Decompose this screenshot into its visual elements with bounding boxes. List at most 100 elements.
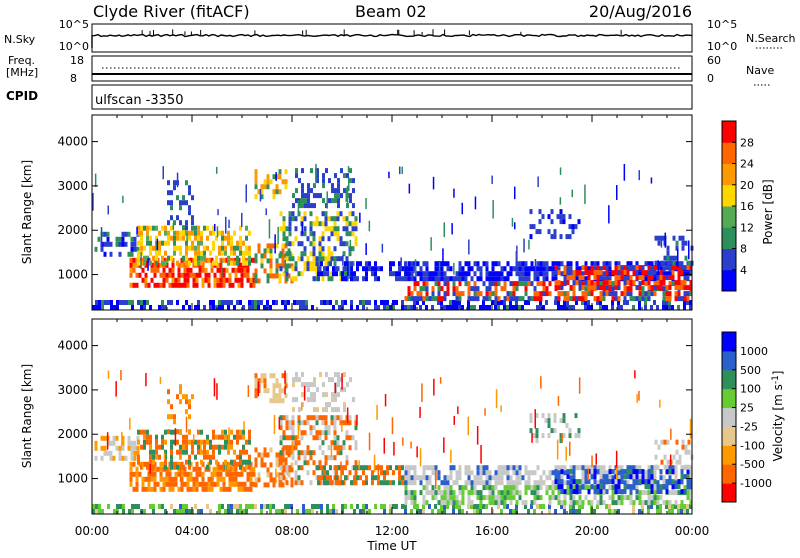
heatmap-cell bbox=[309, 221, 313, 227]
heatmap-cell bbox=[185, 394, 188, 400]
heatmap-cell bbox=[141, 481, 145, 487]
heatmap-cell bbox=[327, 276, 331, 282]
heatmap-cell bbox=[446, 291, 450, 297]
heatmap-cell bbox=[578, 485, 582, 491]
heatmap-cell bbox=[535, 413, 539, 419]
heatmap-cell bbox=[587, 485, 591, 491]
heatmap-streak bbox=[213, 378, 216, 397]
heatmap-cell bbox=[248, 439, 251, 445]
heatmap-cell bbox=[389, 271, 392, 277]
heatmap-cell bbox=[170, 235, 173, 241]
heatmap-cell bbox=[188, 404, 191, 410]
heatmap-cell bbox=[650, 489, 654, 495]
heatmap-cell bbox=[212, 240, 215, 246]
heatmap-cell bbox=[231, 466, 235, 472]
heatmap-streak bbox=[388, 171, 390, 179]
heatmap-cell bbox=[269, 179, 273, 185]
heatmap-cell bbox=[173, 220, 176, 226]
heatmap-cell bbox=[599, 495, 603, 501]
heatmap-cell bbox=[497, 296, 501, 302]
heatmap-cell bbox=[251, 300, 254, 305]
heatmap-cell bbox=[299, 300, 302, 305]
heatmap-cell bbox=[569, 275, 573, 281]
heatmap-cell bbox=[146, 225, 149, 231]
heatmap-cell bbox=[254, 447, 258, 453]
heatmap-cell bbox=[638, 469, 642, 475]
heatmap-cell bbox=[228, 486, 232, 492]
heatmap-cell bbox=[212, 434, 215, 440]
heatmap-cell bbox=[557, 285, 561, 291]
heatmap-cell bbox=[374, 475, 377, 481]
heatmap-cell bbox=[404, 504, 407, 509]
heatmap-cell bbox=[669, 255, 673, 261]
heatmap-streak bbox=[330, 443, 333, 458]
heatmap-cell bbox=[443, 261, 447, 267]
heatmap-cell bbox=[617, 261, 621, 267]
heatmap-cell bbox=[617, 285, 621, 291]
heatmap-cell bbox=[578, 270, 582, 276]
heatmap-cell bbox=[342, 440, 346, 446]
heatmap-cell bbox=[566, 474, 570, 480]
heatmap-cell bbox=[287, 472, 291, 478]
heatmap-cell bbox=[146, 439, 149, 445]
heatmap-cell bbox=[292, 203, 295, 209]
heatmap-cell bbox=[164, 305, 167, 310]
colorbar-segment bbox=[722, 369, 736, 390]
heatmap-cell bbox=[578, 266, 582, 272]
heatmap-cell bbox=[239, 250, 242, 256]
heatmap-cell bbox=[186, 277, 190, 283]
heatmap-streak bbox=[121, 431, 123, 446]
heatmap-cell bbox=[133, 450, 137, 456]
heatmap-cell bbox=[515, 480, 519, 486]
x-tick-label: 16:00 bbox=[475, 524, 510, 538]
heatmap-cell bbox=[677, 296, 681, 302]
heatmap-cell bbox=[407, 296, 411, 302]
heatmap-cell bbox=[278, 169, 282, 175]
heatmap-cell bbox=[497, 271, 501, 277]
heatmap-cell bbox=[623, 495, 627, 501]
heatmap-cell bbox=[539, 266, 543, 272]
heatmap-cell bbox=[308, 509, 311, 514]
heatmap-cell bbox=[545, 490, 549, 496]
heatmap-cell bbox=[434, 281, 438, 287]
heatmap-cell bbox=[572, 485, 576, 491]
heatmap-streak bbox=[408, 183, 411, 194]
heatmap-cell bbox=[354, 226, 358, 232]
heatmap-cell bbox=[197, 305, 200, 310]
heatmap-cell bbox=[324, 226, 328, 232]
heatmap-cell bbox=[103, 445, 107, 451]
heatmap-streak bbox=[587, 468, 590, 481]
heatmap-cell bbox=[362, 465, 365, 471]
heatmap-cell bbox=[497, 276, 501, 282]
heatmap-cell bbox=[641, 490, 645, 496]
heatmap-cell bbox=[275, 462, 279, 468]
heatmap-cell bbox=[512, 485, 516, 491]
colorbar-tick-label: 8 bbox=[740, 243, 747, 256]
heatmap-cell bbox=[590, 484, 594, 490]
heatmap-cell bbox=[177, 282, 181, 288]
heatmap-cell bbox=[560, 484, 564, 490]
heatmap-cell bbox=[458, 500, 462, 506]
heatmap-cell bbox=[557, 495, 561, 501]
heatmap-cell bbox=[233, 504, 236, 509]
colorbar-tick-label: 28 bbox=[740, 136, 754, 149]
heatmap-cell bbox=[227, 240, 230, 246]
heatmap-cell bbox=[635, 296, 639, 302]
heatmap-cell bbox=[362, 266, 365, 272]
heatmap-cell bbox=[112, 440, 116, 446]
heatmap-cell bbox=[503, 300, 506, 305]
heatmap-cell bbox=[554, 270, 558, 276]
heatmap-streak bbox=[383, 437, 385, 454]
heatmap-cell bbox=[574, 224, 578, 230]
heatmap-cell bbox=[562, 433, 566, 439]
heatmap-cell bbox=[164, 260, 167, 266]
heatmap-streak bbox=[500, 405, 502, 413]
heatmap-cell bbox=[530, 504, 533, 509]
heatmap-cell bbox=[524, 281, 528, 287]
heatmap-cell bbox=[365, 300, 368, 305]
heatmap-cell bbox=[320, 300, 323, 305]
heatmap-cell bbox=[266, 452, 270, 458]
heatmap-cell bbox=[452, 490, 456, 496]
heatmap-cell bbox=[239, 429, 242, 435]
